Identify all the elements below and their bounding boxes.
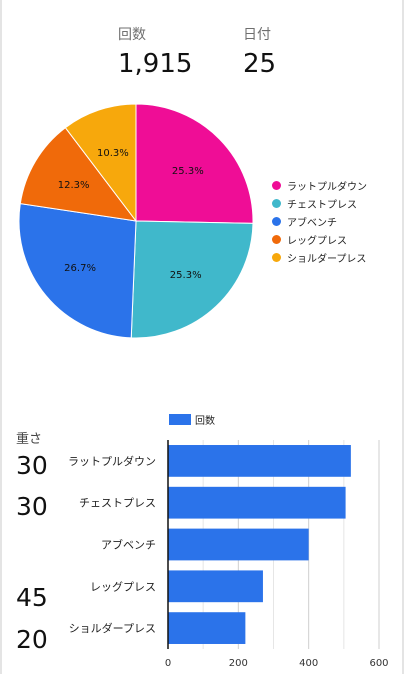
bar-legend-label: 回数 bbox=[195, 416, 215, 427]
x-tick-label-200: 200 bbox=[229, 658, 248, 669]
bar-ラットプルダウン bbox=[168, 445, 351, 477]
count-stat-value: 1,915 bbox=[118, 49, 193, 79]
weight-value-チェストプレス: 30 bbox=[16, 492, 48, 521]
frame-right-border bbox=[402, 0, 404, 674]
pie-slice-チェストプレス bbox=[130, 220, 254, 339]
bar-category-label-レッグプレス: レッグプレス bbox=[90, 579, 156, 593]
bar-category-label-ラットプルダウン: ラットプルダウン bbox=[68, 454, 156, 468]
legend-dot-チェストプレス bbox=[272, 198, 281, 208]
pie-slice-ショルダープレス bbox=[64, 103, 137, 223]
legend-label-ラットプルダウン: ラットプルダウン bbox=[287, 181, 367, 193]
pie-chart: 25.3% 25.3% 26.7% 12.3% 10.3% bbox=[18, 103, 254, 339]
legend-item-チェストプレス: チェストプレス bbox=[272, 194, 367, 212]
days-stat-label: 日付 bbox=[243, 27, 271, 43]
frame-left-border bbox=[0, 0, 2, 674]
pie-slice-label-チェストプレス: 25.3% bbox=[170, 270, 202, 281]
legend-label-チェストプレス: チェストプレス bbox=[287, 199, 357, 211]
count-stat-label: 回数 bbox=[118, 27, 146, 43]
pie-slice-label-ショルダープレス: 10.3% bbox=[97, 148, 129, 159]
weight-value-ラットプルダウン: 30 bbox=[16, 451, 48, 480]
bar-ショルダープレス bbox=[168, 612, 246, 644]
legend-item-ラットプルダウン: ラットプルダウン bbox=[272, 176, 367, 194]
pie-slice-label-アブベンチ: 26.7% bbox=[64, 263, 96, 274]
legend-item-レッグプレス: レッグプレス bbox=[272, 230, 367, 248]
pie-slice-アブベンチ bbox=[18, 203, 137, 339]
legend-item-アブベンチ: アブベンチ bbox=[272, 212, 367, 230]
bar-category-label-アブベンチ: アブベンチ bbox=[101, 538, 156, 552]
legend-dot-レッグプレス bbox=[272, 234, 281, 244]
x-tick-label-600: 600 bbox=[369, 658, 388, 669]
bar-アブベンチ bbox=[168, 528, 309, 561]
count-stat: 回数 1,915 bbox=[118, 26, 192, 80]
legend-dot-アブベンチ bbox=[272, 216, 281, 226]
pie-slice-ラットプルダウン bbox=[135, 103, 254, 224]
pie-slice-label-レッグプレス: 12.3% bbox=[58, 180, 90, 191]
pie-legend: ラットプルダウン チェストプレス アブベンチレッグプレスショルダープレス bbox=[272, 176, 367, 266]
bar-チェストプレス bbox=[168, 486, 346, 519]
pie-slice-レッグプレス bbox=[19, 127, 138, 222]
legend-label-ショルダープレス: ショルダープレス bbox=[287, 253, 367, 265]
weight-value-ショルダープレス: 20 bbox=[16, 625, 48, 654]
legend-label-レッグプレス: レッグプレス bbox=[287, 235, 347, 247]
x-tick-label-0: 0 bbox=[165, 658, 171, 669]
legend-dot-ショルダープレス bbox=[272, 252, 281, 262]
legend-label-アブベンチ: アブベンチ bbox=[287, 217, 337, 229]
legend-dot-ラットプルダウン bbox=[272, 180, 281, 190]
days-stat: 日付 25 bbox=[243, 26, 276, 80]
bar-category-label-チェストプレス: チェストプレス bbox=[79, 497, 156, 510]
bar-category-label-ショルダープレス: ショルダープレス bbox=[69, 621, 156, 635]
days-stat-value: 25 bbox=[243, 49, 277, 79]
x-tick-label-400: 400 bbox=[299, 658, 318, 669]
legend-item-ショルダープレス: ショルダープレス bbox=[272, 248, 367, 266]
weight-value-レッグプレス: 45 bbox=[16, 583, 48, 612]
bar-legend-swatch bbox=[169, 414, 191, 425]
weight-title: 重さ bbox=[16, 432, 43, 447]
bar-レッグプレス bbox=[168, 570, 263, 603]
pie-slice-label-ラットプルダウン: 25.3% bbox=[172, 166, 204, 177]
bar-chart-legend: 回数 bbox=[169, 412, 215, 427]
